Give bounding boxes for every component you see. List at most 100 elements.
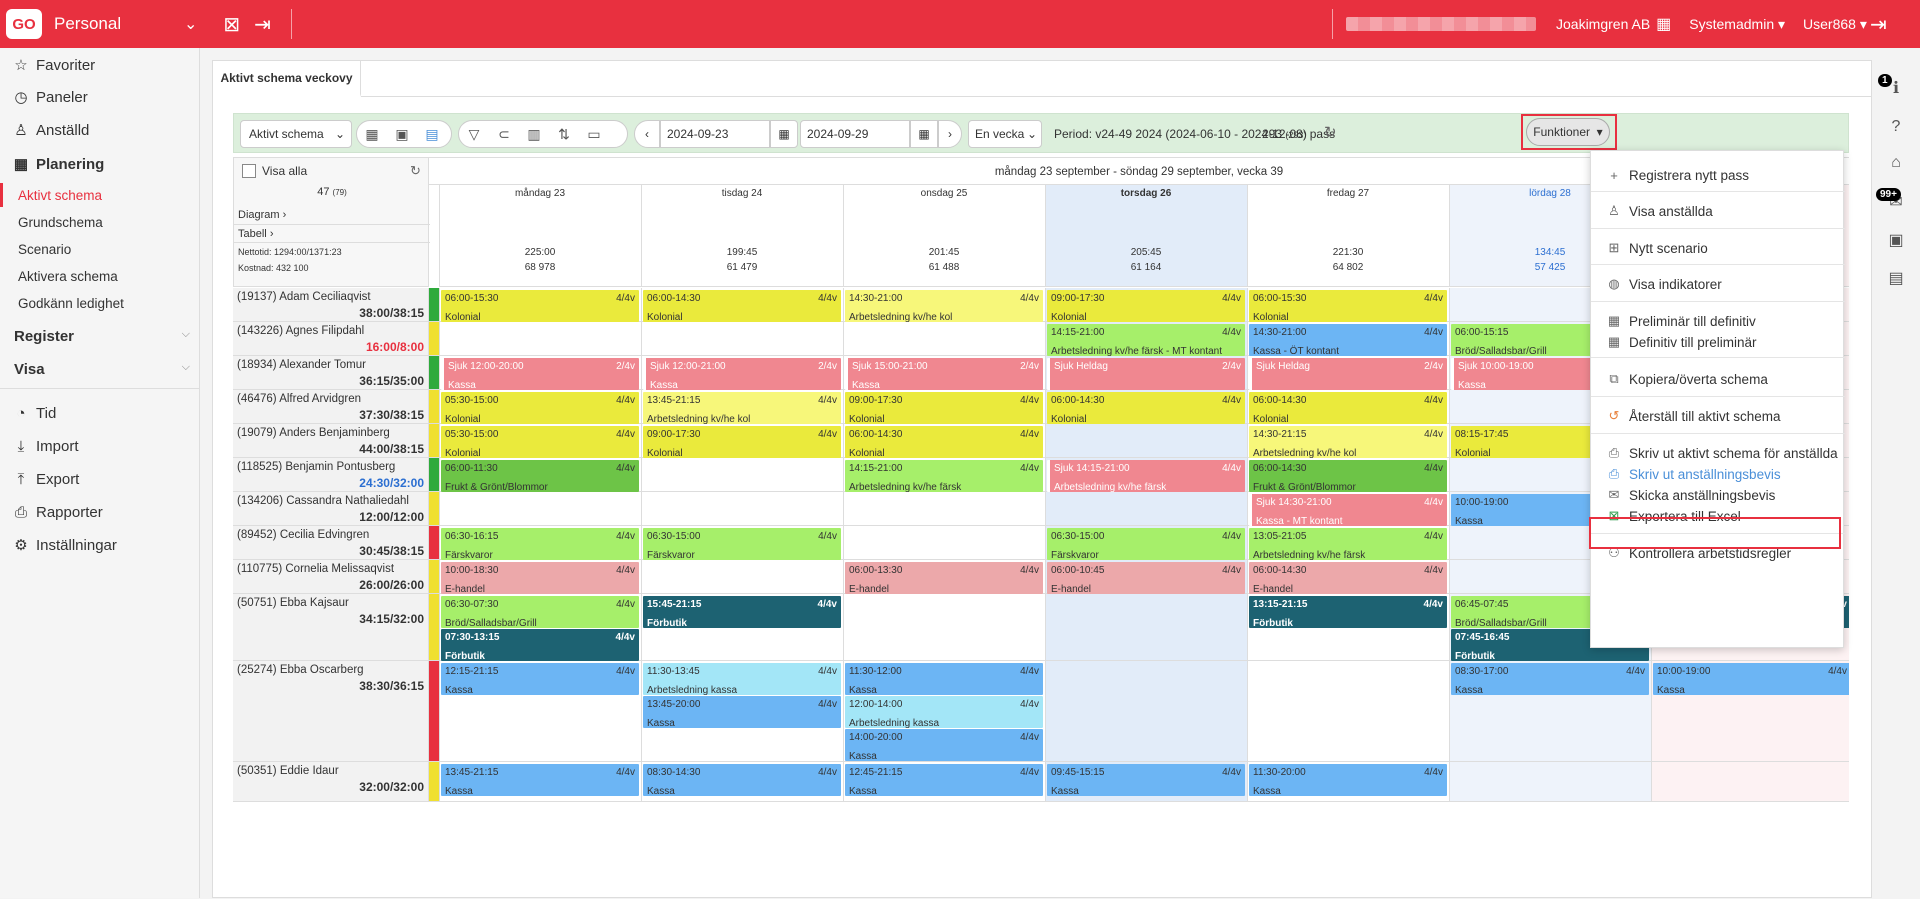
day-cell[interactable] xyxy=(1045,661,1247,761)
help-icon[interactable]: ? xyxy=(1891,118,1901,135)
sort-icon[interactable]: ⇅ xyxy=(558,125,570,142)
day-cell[interactable] xyxy=(843,594,1045,660)
employee-info[interactable]: (19137) Adam Ceciliaqvist 38:00/38:15 xyxy=(233,288,429,321)
shift-block[interactable]: 12:00-14:00 4/4v Arbetsledning kassa xyxy=(845,696,1043,729)
shift-block[interactable]: 06:00-11:30 4/4v Frukt & Grönt/Blommor xyxy=(441,460,639,493)
sub-aktivera-schema[interactable]: Aktivera schema xyxy=(18,268,118,284)
tag-icon[interactable]: ⊂ xyxy=(498,125,510,142)
shift-block[interactable]: 09:00-17:30 4/4v Kolonial xyxy=(643,426,841,459)
shift-block[interactable]: 09:00-17:30 4/4v Kolonial xyxy=(1047,290,1245,323)
day-name[interactable]: lördag 28 xyxy=(1529,188,1571,199)
shift-block[interactable]: 15:45-21:15 4/4v Förbutik xyxy=(643,596,841,629)
nav-export[interactable]: ⤒ Export xyxy=(0,464,200,494)
shift-block[interactable]: 10:00-19:00 4/4v Kassa xyxy=(1653,663,1849,696)
logout-icon[interactable]: ⇥ xyxy=(254,13,271,36)
filter-icon[interactable]: ▽ xyxy=(468,125,480,142)
shift-block[interactable]: 11:30-13:45 4/4v Arbetsledning kassa xyxy=(643,663,841,696)
day-cell[interactable] xyxy=(843,526,1045,559)
menu-item[interactable]: ↺ Återställ till aktivt schema xyxy=(1591,404,1845,428)
shift-block[interactable]: 08:30-14:30 4/4v Kassa xyxy=(643,764,841,797)
nav-planering[interactable]: ▦ Planering xyxy=(0,149,200,179)
day-cell[interactable] xyxy=(1449,762,1651,801)
nav-tid[interactable]: ◔ Tid xyxy=(0,398,200,428)
shift-block[interactable]: 06:00-15:30 4/4v Kolonial xyxy=(1249,290,1447,323)
shift-block[interactable]: 14:30-21:15 4/4v Arbetsledning kv/he kol xyxy=(1249,426,1447,459)
shift-block[interactable]: 09:45-15:15 4/4v Kassa xyxy=(1047,764,1245,797)
menu-item[interactable]: ▦ Preliminär till definitiv xyxy=(1591,309,1845,333)
sub-grundschema[interactable]: Grundschema xyxy=(18,214,103,230)
info-icon[interactable]: ℹ xyxy=(1892,80,1900,97)
shift-block[interactable]: 13:15-21:15 4/4v Förbutik xyxy=(1249,596,1447,629)
date-from-input[interactable]: 2024-09-23 xyxy=(660,120,770,148)
shift-block[interactable]: 12:15-21:15 4/4v Kassa xyxy=(441,663,639,696)
shift-block[interactable]: 07:30-13:15 4/4v Förbutik xyxy=(441,629,639,662)
day-cell[interactable] xyxy=(1247,661,1449,761)
module-title[interactable]: Personal xyxy=(54,14,122,33)
nav-import[interactable]: ⤓ Import xyxy=(0,431,200,461)
document-icon[interactable]: ▤ xyxy=(1888,270,1904,287)
document-check-icon[interactable]: ▣ xyxy=(1888,232,1904,249)
day-cell[interactable] xyxy=(1045,594,1247,660)
day-name[interactable]: torsdag 26 xyxy=(1120,188,1172,199)
day-cell[interactable] xyxy=(1045,424,1247,457)
view-select[interactable]: Aktivt schema ⌄ xyxy=(240,120,352,148)
next-week-button[interactable]: › xyxy=(938,120,962,148)
building-icon[interactable]: ▦ xyxy=(1656,16,1672,33)
sub-scenario[interactable]: Scenario xyxy=(18,241,72,257)
day-cell[interactable] xyxy=(439,492,641,525)
menu-item[interactable]: ⊞ Nytt scenario xyxy=(1591,236,1845,260)
checkbox[interactable] xyxy=(242,164,256,178)
shift-block[interactable]: 06:00-13:30 4/4v E-handel xyxy=(845,562,1043,595)
employee-info[interactable]: (118525) Benjamin Pontusberg 24:30/32:00 xyxy=(233,458,429,491)
role-dropdown[interactable]: Systemadmin ▾ xyxy=(1689,15,1786,32)
employee-info[interactable]: (18934) Alexander Tomur 36:15/35:00 xyxy=(233,356,429,389)
day-cell[interactable] xyxy=(843,492,1045,525)
day-cell[interactable] xyxy=(641,492,843,525)
grid-icon[interactable]: ▦ xyxy=(365,125,379,142)
calendar-icon[interactable]: ▦ xyxy=(910,120,938,148)
sub-godkann-ledighet[interactable]: Godkänn ledighet xyxy=(18,295,124,311)
shift-block[interactable]: 06:00-14:30 4/4v E-handel xyxy=(1249,562,1447,595)
group-register[interactable]: Register ⌵ xyxy=(14,328,190,345)
menu-item[interactable]: ▦ Definitiv till preliminär xyxy=(1591,330,1845,354)
menu-item[interactable]: ✉ Skicka anställningsbevis xyxy=(1591,483,1845,507)
calendar-week-icon[interactable]: ▤ xyxy=(425,125,439,142)
shift-block[interactable]: 12:45-21:15 4/4v Kassa xyxy=(845,764,1043,797)
shift-block[interactable]: Sjuk 14:15-21:00 4/4v Arbetsledning kv/he … xyxy=(1047,460,1245,493)
close-icon[interactable]: ⊠ xyxy=(223,13,241,36)
shift-block[interactable]: 06:00-10:45 4/4v E-handel xyxy=(1047,562,1245,595)
group-visa[interactable]: Visa ⌵ xyxy=(14,361,190,378)
employee-info[interactable]: (46476) Alfred Arvidgren 37:30/38:15 xyxy=(233,390,429,423)
employee-info[interactable]: (25274) Ebba Oscarberg 38:30/36:15 xyxy=(233,661,429,761)
tabell-toggle[interactable]: Tabell › xyxy=(238,228,273,240)
refresh-icon[interactable]: ↻ xyxy=(1324,124,1337,141)
employee-info[interactable]: (110775) Cornelia Melissaqvist 26:00/26:0… xyxy=(233,560,429,593)
day-cell[interactable] xyxy=(1045,492,1247,525)
shift-block[interactable]: Sjuk 14:30-21:00 4/4v Kassa - MT kontant xyxy=(1249,494,1447,527)
nav-rapporter[interactable]: ⎙ Rapporter xyxy=(0,497,200,527)
diagram-toggle[interactable]: Diagram › xyxy=(238,209,286,221)
logout-icon[interactable]: ⇥ xyxy=(1870,14,1887,36)
calendar-day-icon[interactable]: ▣ xyxy=(395,125,409,142)
shift-block[interactable]: Sjuk Heldag 2/4v xyxy=(1047,358,1245,390)
shift-block[interactable]: 13:45-21:15 4/4v Arbetsledning kv/he kol xyxy=(643,392,841,425)
shift-block[interactable]: 13:05-21:05 4/4v Arbetsledning kv/he färsk xyxy=(1249,528,1447,561)
day-cell[interactable] xyxy=(641,458,843,491)
company-name[interactable]: Joakimgren AB xyxy=(1556,16,1651,32)
shift-block[interactable]: 14:00-20:00 4/4v Kassa xyxy=(845,729,1043,762)
shift-block[interactable]: 13:45-20:00 4/4v Kassa xyxy=(643,696,841,729)
nav-favoriter[interactable]: ☆ Favoriter xyxy=(0,50,200,80)
shift-block[interactable]: 09:00-17:30 4/4v Kolonial xyxy=(845,392,1043,425)
prev-week-button[interactable]: ‹ xyxy=(634,120,660,148)
employee-info[interactable]: (50351) Eddie Idaur 32:00/32:00 xyxy=(233,762,429,801)
nav-installningar[interactable]: ⚙ Inställningar xyxy=(0,530,200,560)
go-logo[interactable]: GO xyxy=(6,9,42,39)
shift-block[interactable]: 06:00-14:30 4/4v Kolonial xyxy=(845,426,1043,459)
shift-block[interactable]: 06:30-15:00 4/4v Färskvaror xyxy=(1047,528,1245,561)
day-cell[interactable] xyxy=(843,322,1045,355)
shift-block[interactable]: 14:15-21:00 4/4v Arbetsledning kv/he färsk xyxy=(845,460,1043,493)
menu-item[interactable]: ◍ Visa indikatorer xyxy=(1591,272,1845,296)
employee-info[interactable]: (89452) Cecilia Edvingren 30:45/38:15 xyxy=(233,526,429,559)
shift-block[interactable]: Sjuk Heldag 2/4v xyxy=(1249,358,1447,390)
user-dropdown[interactable]: User868 ▾ xyxy=(1803,15,1867,32)
